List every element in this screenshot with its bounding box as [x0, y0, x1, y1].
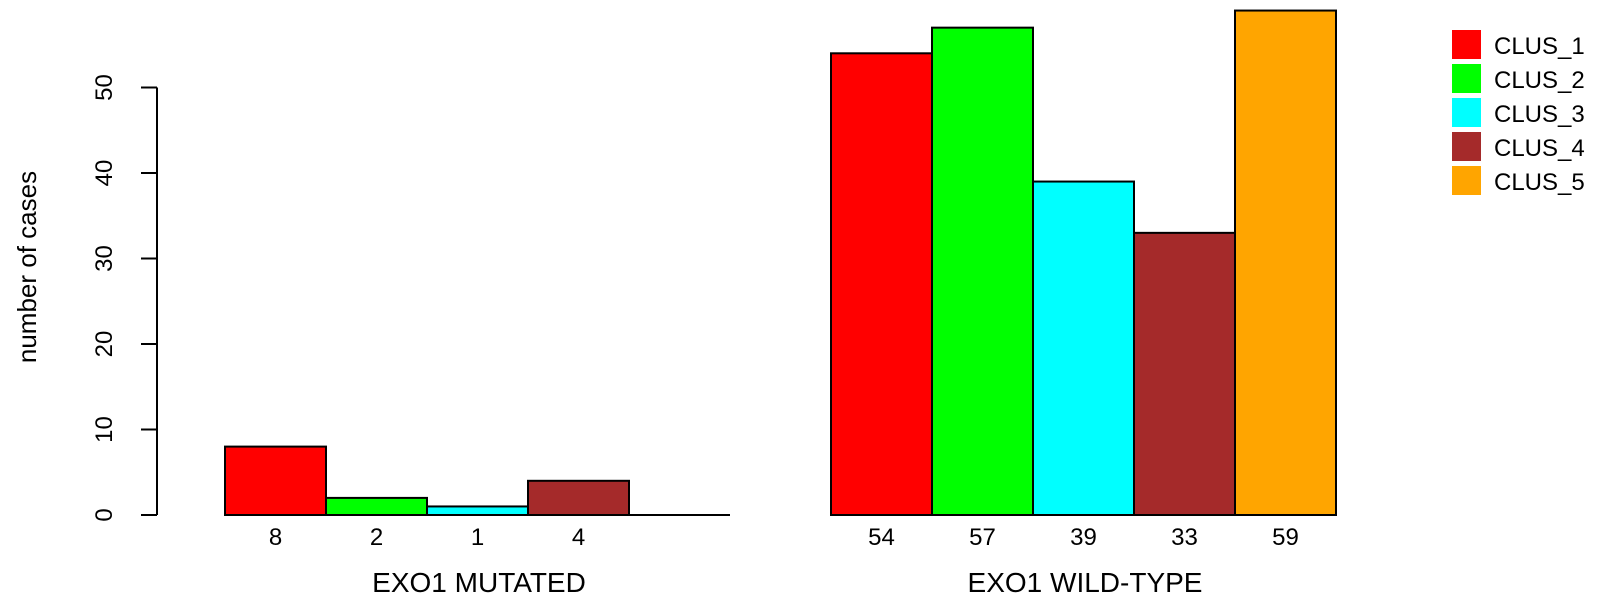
group-label: EXO1 WILD-TYPE [968, 567, 1203, 597]
group-labels: EXO1 MUTATED EXO1 WILD-TYPE [372, 567, 1202, 597]
bar-value-label: 4 [572, 524, 585, 551]
y-axis: 0 10 20 30 40 50 [91, 74, 158, 522]
y-tick-label: 0 [91, 508, 118, 521]
bar-clus-4 [1133, 231, 1236, 516]
legend-label: CLUS_3 [1494, 101, 1585, 128]
legend-swatch [1452, 64, 1481, 93]
bar-clus-1 [224, 445, 327, 517]
bar-clus-3 [426, 505, 529, 517]
legend-swatch [1452, 132, 1481, 161]
bar-value-label: 2 [370, 524, 383, 551]
y-tick-label: 30 [91, 245, 118, 272]
bar-clus-4 [527, 479, 630, 516]
bar-value-label: 39 [1070, 524, 1097, 551]
y-tick-label: 10 [91, 416, 118, 443]
y-tick-label: 40 [91, 160, 118, 187]
y-tick-label: 20 [91, 331, 118, 358]
bar-value-labels: 8 2 1 4 54 57 39 33 59 [269, 524, 1299, 551]
bar-clus-2 [931, 26, 1034, 517]
legend-swatch [1452, 98, 1481, 127]
bar-value-label: 8 [269, 524, 282, 551]
bar-value-label: 1 [471, 524, 484, 551]
legend-label: CLUS_5 [1494, 169, 1585, 196]
y-axis-title: number of cases [12, 171, 42, 363]
bar-clus-2 [325, 496, 428, 516]
bars [224, 9, 1337, 517]
bar-value-label: 33 [1171, 524, 1198, 551]
legend-swatch [1452, 166, 1481, 195]
legend-swatch [1452, 30, 1481, 59]
bar-clus-3 [1032, 180, 1135, 517]
bar-value-label: 54 [868, 524, 895, 551]
y-tick-label: 50 [91, 74, 118, 101]
legend-label: CLUS_1 [1494, 33, 1585, 60]
legend-label: CLUS_4 [1494, 135, 1585, 162]
bar-value-label: 57 [969, 524, 996, 551]
legend-label: CLUS_2 [1494, 67, 1585, 94]
bar-value-label: 59 [1272, 524, 1299, 551]
legend: CLUS_1 CLUS_2 CLUS_3 CLUS_4 CLUS_5 [1452, 30, 1585, 196]
bar-clus-5 [1234, 9, 1337, 517]
group-label: EXO1 MUTATED [372, 567, 586, 597]
bar-clus-1 [830, 52, 933, 517]
